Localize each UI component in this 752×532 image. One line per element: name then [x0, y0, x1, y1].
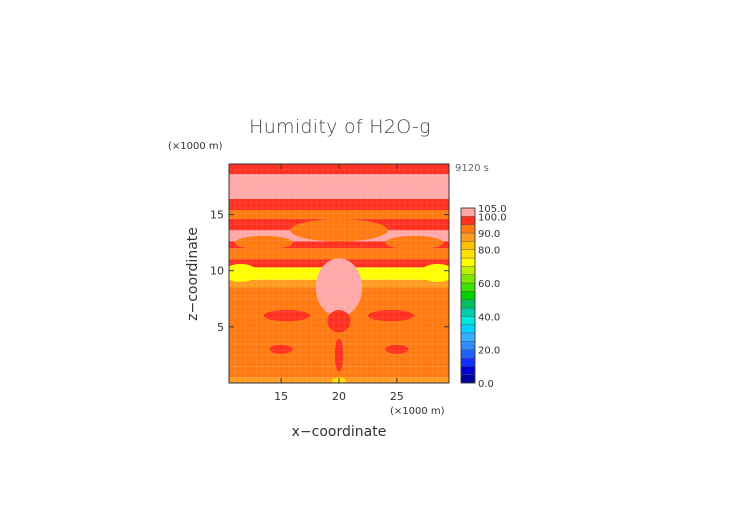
colorbar-swatch — [460, 291, 476, 300]
humidity-patch-11 — [385, 344, 409, 354]
humidity-patch-8 — [263, 310, 311, 322]
colorbar-label: 0.0 — [478, 379, 494, 390]
colorbar-swatch — [460, 307, 476, 317]
colorbar-swatch — [460, 232, 476, 242]
x-tick-label: 20 — [332, 390, 346, 403]
colorbar-label: 20.0 — [478, 346, 500, 357]
x-tick-label: 25 — [390, 390, 404, 403]
colorbar-swatch — [460, 299, 476, 309]
colorbar-swatch — [460, 207, 476, 217]
humidity-patch-6 — [229, 263, 258, 282]
colorbar-swatch — [460, 366, 476, 375]
chart-title: Humidity of H2O-g — [249, 116, 431, 138]
humidity-band-17 — [229, 174, 449, 199]
humidity-patch-2 — [385, 235, 444, 250]
colorbar-swatch — [460, 357, 476, 367]
colorbar-swatch — [460, 374, 476, 384]
humidity-patch-4 — [327, 310, 351, 333]
colorbar-swatch — [460, 324, 476, 334]
time-label: 9120 s — [455, 163, 489, 174]
colorbar-swatch — [460, 257, 476, 267]
colorbar-swatch — [460, 266, 476, 275]
colorbar-swatch — [460, 349, 476, 359]
humidity-patch-3 — [315, 258, 363, 317]
humidity-band-11 — [229, 248, 449, 260]
x-axis-ticks: 15 20 25 — [274, 164, 404, 403]
z-unit-label: (×1000 m) — [168, 141, 223, 152]
z-tick-label: 5 — [217, 321, 224, 334]
colorbar-swatch — [460, 341, 476, 350]
colorbar-label: 105.0 — [478, 204, 507, 215]
z-axis-label: z−coordinate — [185, 227, 201, 321]
colorbar-label: 90.0 — [478, 229, 500, 240]
colorbar-label: 80.0 — [478, 246, 500, 257]
colorbar-swatch — [460, 282, 476, 292]
colorbar-label: 40.0 — [478, 312, 500, 323]
colorbar-swatch — [460, 241, 476, 250]
colorbar-swatch — [460, 332, 476, 342]
humidity-band-1 — [229, 366, 449, 378]
colorbar-swatch — [460, 249, 476, 259]
z-tick-label: 15 — [210, 209, 224, 222]
colorbar-swatch — [460, 216, 476, 225]
z-tick-label: 10 — [210, 265, 224, 278]
humidity-patch-0 — [290, 219, 388, 242]
humidity-band-15 — [229, 210, 449, 220]
humidity-patch-9 — [367, 310, 415, 322]
humidity-band-18 — [229, 164, 449, 175]
humidity-patch-10 — [269, 344, 293, 354]
colorbar-label: 100.0 — [478, 212, 507, 223]
colorbar-swatch — [460, 316, 476, 325]
x-tick-label: 15 — [274, 390, 288, 403]
colorbar-swatch — [460, 224, 476, 234]
colorbar-frame — [460, 207, 476, 384]
humidity-patch-5 — [334, 338, 344, 372]
x-unit-label: (×1000 m) — [390, 406, 445, 417]
colorbar-swatch — [460, 274, 476, 284]
humidity-patch-7 — [420, 263, 449, 282]
humidity-patch-1 — [234, 235, 293, 250]
x-axis-label: x−coordinate — [292, 424, 387, 440]
heatmap-plot-area — [228, 163, 450, 384]
humidity-band-16 — [229, 198, 449, 211]
humidity-band-12 — [229, 241, 449, 249]
z-axis-ticks: 5 10 15 — [210, 209, 449, 334]
colorbar-label: 60.0 — [478, 279, 500, 290]
